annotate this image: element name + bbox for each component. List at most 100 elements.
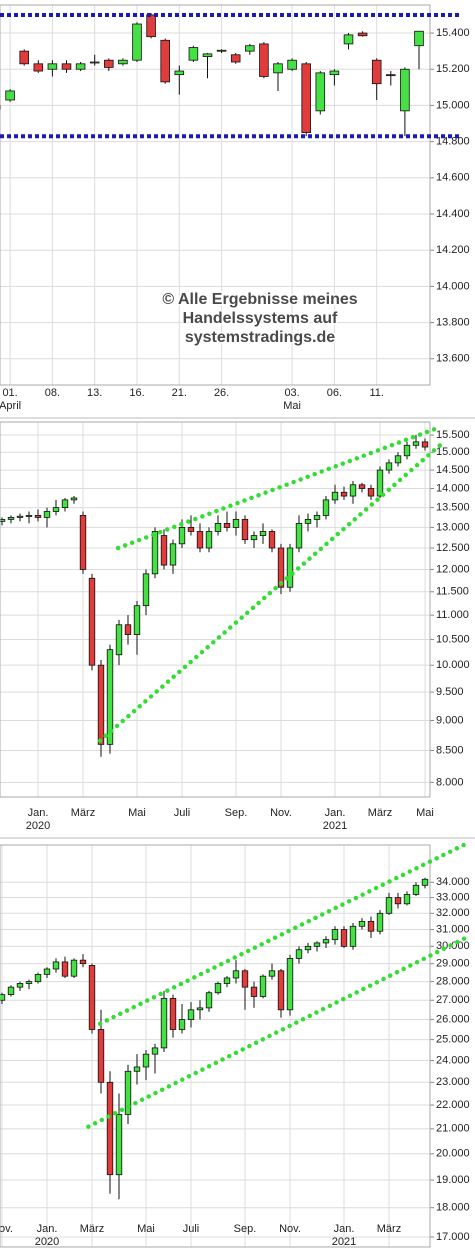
candle-body [273,63,283,74]
candle-body [403,894,411,905]
y-tick-label: 10.500 [436,633,470,645]
candle-body [286,958,294,1011]
candle-body [160,535,168,566]
x-tick-label: März [71,807,95,819]
candle-body [43,968,51,975]
candle-body [376,912,384,932]
y-tick-label: 14.000 [436,482,470,494]
candle-body [97,1029,105,1083]
candle-body [5,90,15,101]
plot-area [0,422,430,797]
candle-body [287,59,297,70]
candle-body [232,518,240,528]
candle-body [230,54,241,63]
x-tick-label: Jan. [334,1223,355,1235]
y-tick-label: 31.000 [436,923,470,935]
candle-body [358,484,366,489]
candle-body [19,50,29,65]
candle-body [187,527,195,532]
candle-body [34,515,42,518]
candle-body [216,49,227,52]
candle-body [178,1019,186,1030]
x-tick-label: Jan. [325,807,346,819]
candle-body [259,975,267,997]
candle-body [268,531,276,549]
y-tick-label: 15.400 [436,27,470,39]
y-tick-label: 13.800 [436,316,470,328]
candle-body [371,59,382,85]
candle-body [178,527,186,545]
candle-body [142,1053,150,1068]
y-tick-label: 22.000 [436,1099,470,1111]
candle-body [286,547,294,588]
y-tick-label: 9.000 [436,714,464,726]
y-tick-label: 13.600 [436,353,470,365]
candle-body [349,925,357,947]
candle-body [315,72,326,112]
candle-body [295,522,303,549]
candle-body [358,920,366,927]
y-tick-label: 9.500 [436,686,464,698]
candle-body [259,531,267,536]
candle-body [25,515,33,517]
candle-body [343,34,354,45]
candle-body [304,518,312,524]
candle-body [89,61,100,64]
candle-body [196,1007,204,1011]
chart: 13.600 13.800 14.000 14.200 14.400 14.600 14.8… [0,4,470,412]
candle-body [367,920,375,932]
candle-body [394,897,402,905]
x-tick-label: Sep. [234,1223,257,1235]
x-tick-label: Nov. [279,1223,301,1235]
candle-body [25,981,33,984]
candle-body [268,970,276,977]
candle-body [421,878,429,886]
y-tick-label: 15.200 [436,63,470,75]
x-tick-label: Juli [183,1223,200,1235]
candle-body [34,973,42,983]
x-tick-label: 06. [327,387,342,399]
candle-body [79,515,87,570]
candle-body [160,997,168,1049]
candle-body [400,68,410,112]
candle-body [232,970,240,979]
y-tick-label: 14.400 [436,208,470,220]
trend-line [115,424,443,551]
y-tick-label: 12.500 [436,542,470,554]
candle-body [301,63,311,133]
candle-body [61,961,69,977]
candle-body [403,444,411,457]
candle-body [313,515,321,520]
candle-body [7,986,15,995]
candle-body [385,462,393,471]
candle-body [394,455,402,464]
y-tick-label: 14.000 [436,280,470,292]
candle-body [340,929,348,947]
x-group-label: 2020 [35,1236,59,1248]
y-tick-label: 11.000 [436,609,469,621]
candle-body [304,945,312,951]
x-tick-label: Mai [128,807,146,819]
x-tick-label: 08. [45,387,60,399]
candle-body [214,522,222,532]
candle-body [421,441,429,448]
x-tick-label: 01. [2,387,17,399]
candle-body [331,929,339,940]
y-tick-label: 18.000 [436,1202,470,1214]
candle-body [386,74,396,77]
candle-body [376,469,384,497]
candle-body [52,507,60,512]
y-tick-label: 28.000 [436,976,470,988]
x-tick-label: 03. [284,387,299,399]
x-tick-label: Jan. [37,1223,58,1235]
x-tick-label: 13. [87,387,102,399]
candle-body [367,488,375,497]
candle-body [7,517,15,520]
candle-body [349,484,357,497]
x-group-label: 2021 [323,820,347,832]
trend-line [97,442,443,743]
watermark: Handelssystems auf [183,310,338,327]
candle-body [329,70,340,76]
y-tick-label: 29.000 [436,958,470,970]
